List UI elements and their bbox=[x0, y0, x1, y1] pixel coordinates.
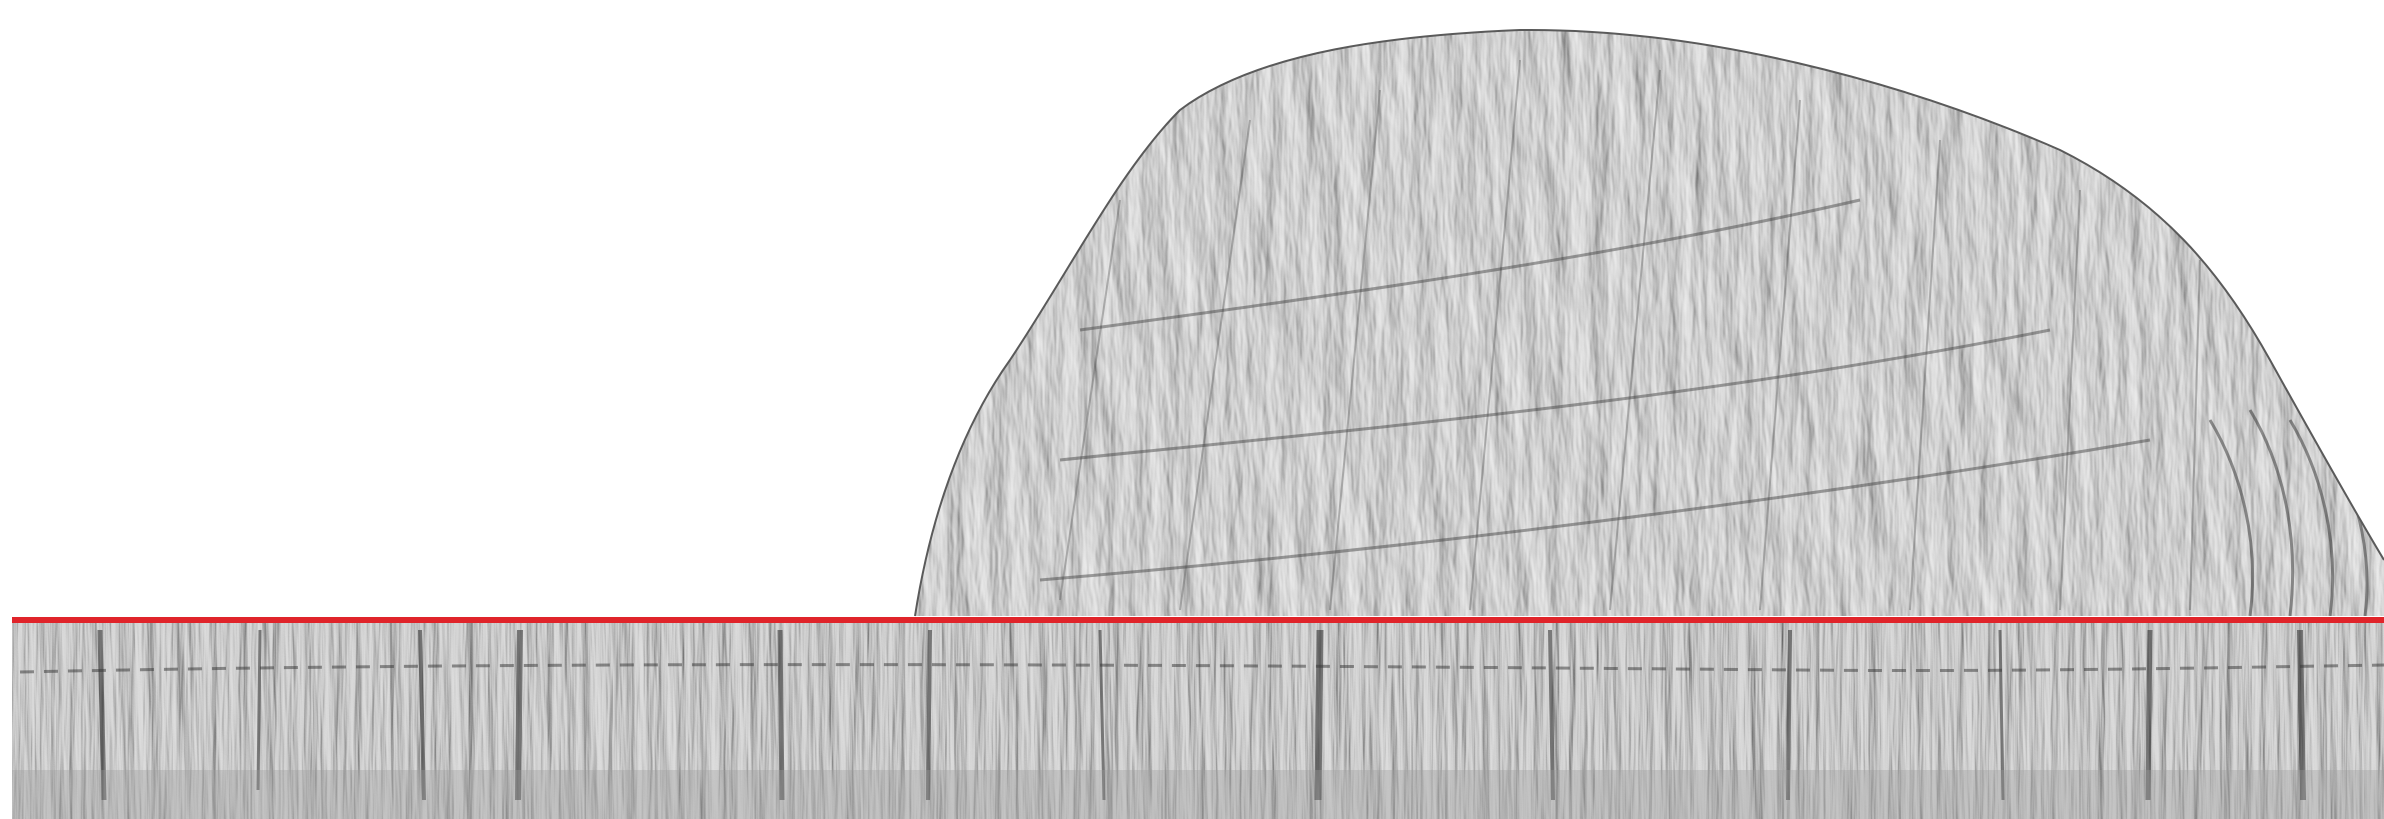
stone-outline bbox=[914, 28, 2384, 617]
divider-line bbox=[12, 617, 2384, 623]
stone-surface-lower-band bbox=[12, 622, 2384, 819]
